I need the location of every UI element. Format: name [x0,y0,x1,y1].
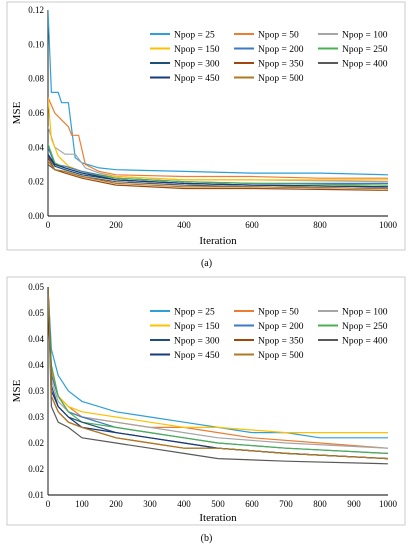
legend-label: Npop = 350 [258,60,304,70]
y-tick-label: 0.03 [28,412,44,422]
x-tick-label: 800 [313,499,327,509]
x-tick-label: 900 [347,499,361,509]
series-line [48,286,389,449]
series-line [48,286,389,460]
y-tick-label: 0.12 [28,5,44,15]
chart-panel-a: 0.00 0.02 0.04 0.06 0.08 0.10 0.12 0 200 400 600 80… [6,1,406,269]
x-tick-label: 500 [211,499,225,509]
y-tick-label: 0.02 [28,464,44,474]
y-tick-label: 0.10 [28,39,44,49]
legend-label: Npop = 150 [174,45,220,55]
x-tick-label: 300 [143,499,157,509]
series-line [48,286,388,439]
legend-label: Npop = 250 [342,322,388,332]
y-tick-label: 0.05 [28,282,44,292]
legend-label: Npop = 500 [258,351,304,361]
x-tick-label: 600 [245,499,259,509]
y-tick-label: 0.02 [28,177,44,187]
legend-label: Npop = 50 [258,31,299,41]
x-tick-label: 400 [177,499,191,509]
legend-label: Npop = 300 [174,60,220,70]
x-tick-label: 600 [245,220,259,230]
legend-label: Npop = 25 [174,308,215,318]
y-tick-label: 0.01 [28,490,44,500]
y-tick-label: 0.02 [28,438,44,448]
y-axis-label: MSE [11,101,23,124]
y-tick-label: 0.04 [28,334,44,344]
y-axis-label: MSE [11,379,23,402]
legend-label: Npop = 400 [342,337,388,347]
x-tick-label: 200 [109,220,123,230]
x-tick-label: 1000 [379,220,398,230]
chart-b-svg: 0.01 0.02 0.02 0.03 0.03 0.04 0.04 0.05 0.05 0 100… [6,276,406,526]
chart-a-svg: 0.00 0.02 0.04 0.06 0.08 0.10 0.12 0 200 400 600 80… [6,1,406,251]
series-line [48,153,389,188]
legend-label: Npop = 50 [258,308,299,318]
legend-label: Npop = 100 [342,31,388,41]
series-line [48,97,388,179]
legend-label: Npop = 450 [174,74,220,84]
x-axis-label: Iteration [199,235,237,247]
panel-b-caption: (b) [200,533,213,544]
y-tick-label: 0.04 [28,142,44,152]
y-tick-label: 0.08 [28,74,44,84]
x-tick-label: 100 [75,499,89,509]
legend-label: Npop = 100 [342,308,388,318]
series-line [48,286,389,454]
legend-label: Npop = 150 [174,322,220,332]
x-axis-label: Iteration [199,512,237,524]
y-tick-label: 0.05 [28,308,44,318]
chart-panel-b: 0.01 0.02 0.02 0.03 0.03 0.04 0.04 0.05 0.05 0 100… [0,275,413,550]
x-tick-label: 200 [109,499,123,509]
y-tick-label: 0.04 [28,360,44,370]
panel-a-caption: (a) [200,258,213,269]
legend-label: Npop = 250 [342,45,388,55]
x-tick-label: 0 [46,220,51,230]
x-tick-label: 800 [313,220,327,230]
legend-label: Npop = 200 [258,322,304,332]
y-tick-label: 0.06 [28,108,44,118]
chart-frame [6,276,406,526]
legend-label: Npop = 400 [342,60,388,70]
y-tick-label: 0.00 [28,211,44,221]
chart-frame [6,1,406,251]
x-tick-label: 700 [279,499,293,509]
legend-label: Npop = 350 [258,337,304,347]
legend-label: Npop = 500 [258,74,304,84]
legend-label: Npop = 200 [258,45,304,55]
x-tick-label: 1000 [379,499,398,509]
series-line [48,286,389,465]
legend-label: Npop = 300 [174,337,220,347]
x-tick-label: 0 [46,499,51,509]
y-tick-label: 0.03 [28,386,44,396]
x-tick-label: 400 [177,220,191,230]
legend-label: Npop = 25 [174,31,215,41]
series-line [48,160,389,190]
series-line [48,143,389,186]
legend-label: Npop = 450 [174,351,220,361]
